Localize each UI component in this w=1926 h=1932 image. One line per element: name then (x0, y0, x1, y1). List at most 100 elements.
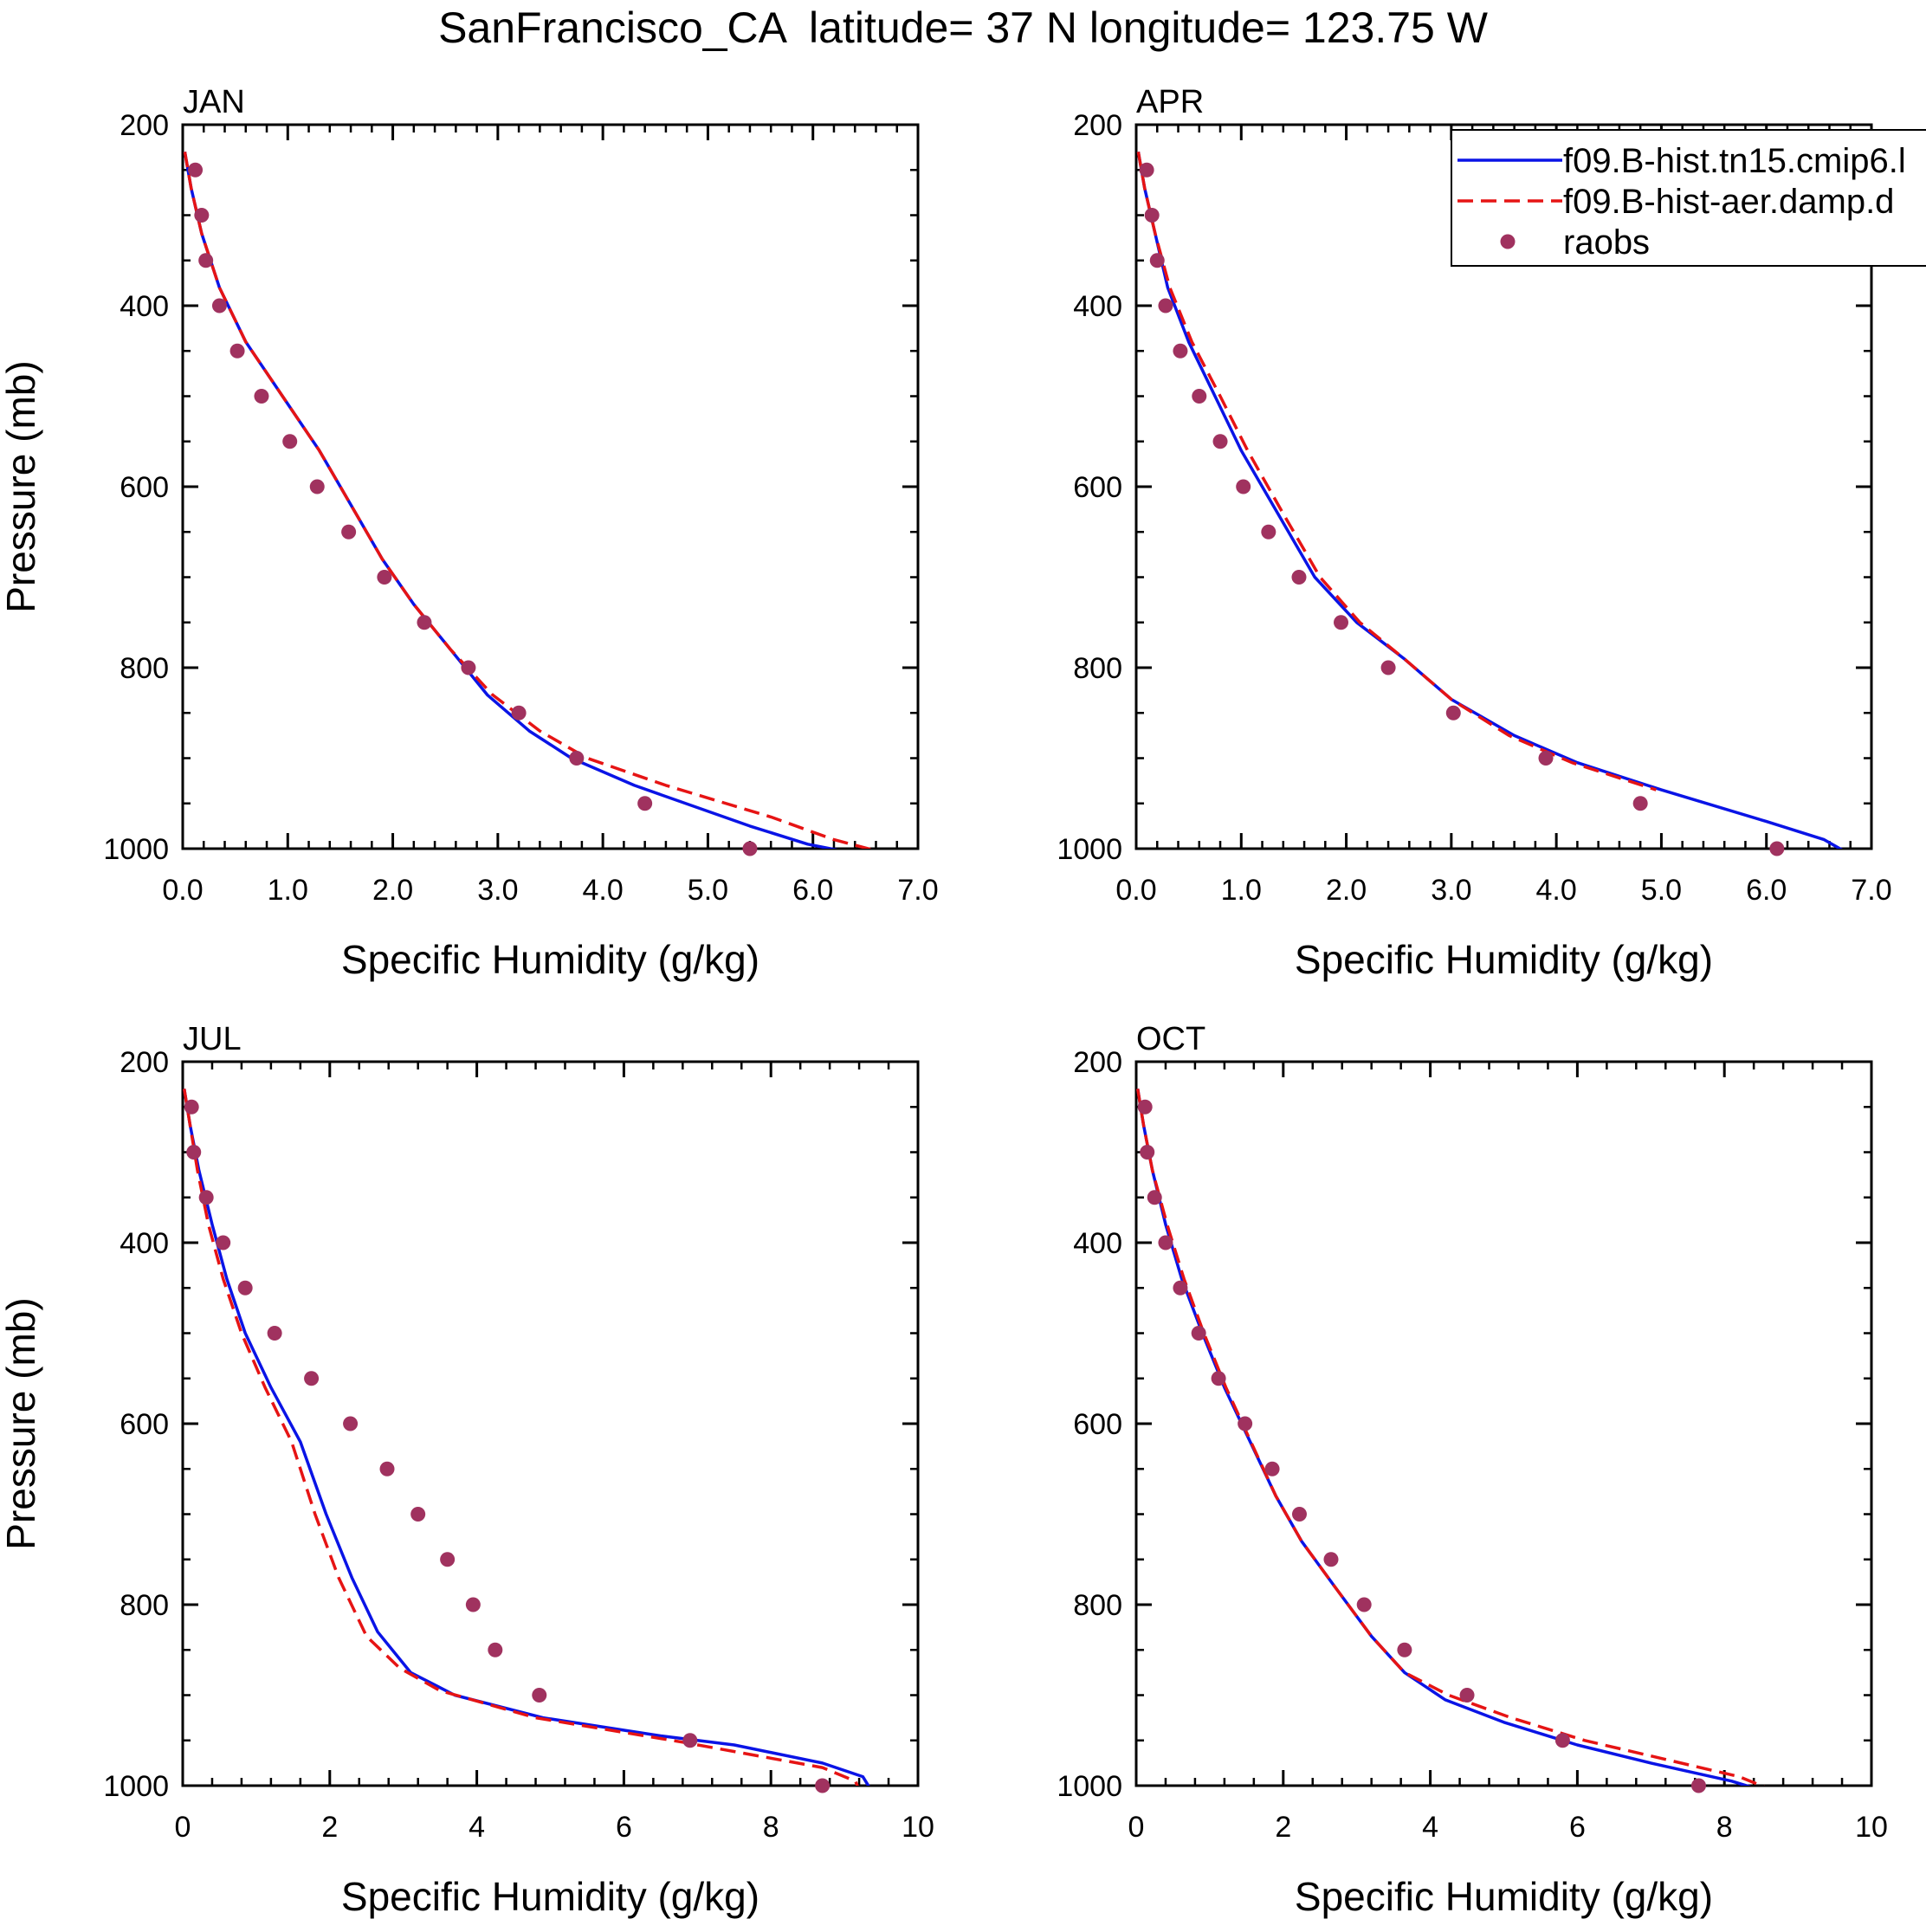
raobs-point (184, 1100, 199, 1115)
x-axis-label: Specific Humidity (g/kg) (341, 1874, 759, 1919)
panel-title: APR (1136, 84, 1204, 120)
x-tick-label: 0.0 (1115, 874, 1156, 907)
raobs-point (1292, 1507, 1307, 1522)
x-tick-label: 6 (1569, 1811, 1586, 1844)
legend-label: f09.B-hist.tn15.cmip6.l (1563, 142, 1906, 180)
raobs-point (1192, 389, 1206, 404)
y-tick-label: 600 (120, 471, 169, 504)
raobs-point (230, 344, 245, 359)
x-tick-label: 3.0 (477, 874, 518, 907)
profile-plots: JAN0.0 1.0 2.0 3.0 4.0 5.0 6.0 7.02004006008001… (0, 0, 1926, 1932)
y-tick-label: 800 (1073, 1589, 1122, 1622)
raobs-point (461, 661, 475, 675)
y-tick-label: 200 (120, 1046, 169, 1079)
raobs-point (380, 1462, 395, 1476)
raobs-point (1323, 1552, 1338, 1567)
y-tick-label: 400 (1073, 290, 1122, 323)
raobs-point (1158, 299, 1173, 313)
panel-oct: OCT 0 2 4 6 8 10 200 400 600 800 1000 Specific Humid… (1057, 1021, 1888, 1919)
y-tick-label: 400 (120, 1227, 169, 1260)
raobs-point (1381, 661, 1396, 675)
raobs-point (1539, 751, 1554, 766)
x-tick-label: 5.0 (1641, 874, 1682, 907)
raobs-point (1212, 1371, 1226, 1386)
y-tick-label: 600 (1073, 471, 1122, 504)
x-tick-label: 10 (1855, 1811, 1888, 1844)
raobs-point (410, 1507, 425, 1522)
x-tick-label: 8 (763, 1811, 779, 1844)
y-tick-label: 200 (120, 109, 169, 142)
raobs-point (569, 751, 584, 766)
raobs-point (1138, 1100, 1153, 1115)
panel-title: JAN (183, 84, 245, 120)
x-tick-label: 2.0 (1326, 874, 1367, 907)
raobs-point (186, 1145, 201, 1160)
legend-label: f09.B-hist-aer.damp.d (1563, 183, 1894, 221)
x-tick-label: 1.0 (1221, 874, 1262, 907)
y-tick-label: 400 (120, 290, 169, 323)
raobs-point (682, 1733, 697, 1748)
y-tick-label: 200 (1073, 109, 1122, 142)
x-tick-label: 4 (1422, 1811, 1438, 1844)
raobs-point (188, 163, 203, 178)
x-tick-label: 6.0 (1746, 874, 1787, 907)
x-tick-label: 4 (469, 1811, 485, 1844)
raobs-point (1236, 480, 1251, 494)
x-tick-label: 4.0 (1536, 874, 1577, 907)
panel-title: JUL (183, 1021, 242, 1057)
raobs-point (343, 1417, 358, 1431)
legend-label: raobs (1563, 223, 1650, 262)
raobs-point (637, 796, 652, 811)
raobs-point (1769, 842, 1784, 856)
series-line-hist (1138, 1089, 1776, 1794)
raobs-point (1555, 1733, 1570, 1748)
axis-frame (183, 125, 918, 849)
x-tick-label: 6.0 (792, 874, 833, 907)
x-tick-label: 2 (1275, 1811, 1291, 1844)
x-axis-label: Specific Humidity (g/kg) (1295, 1874, 1713, 1919)
x-axis-label: Specific Humidity (g/kg) (1295, 937, 1713, 982)
raobs-point (282, 434, 297, 449)
series-line-hist-aer (1138, 1089, 1783, 1794)
raobs-point (310, 480, 325, 494)
raobs-point (1460, 1688, 1475, 1703)
x-tick-label: 6 (616, 1811, 632, 1844)
series-line-hist (184, 152, 876, 857)
series-line-hist-aer (184, 1089, 863, 1799)
y-tick-label: 600 (1073, 1408, 1122, 1441)
raobs-point (1140, 1145, 1154, 1160)
series-line-hist-aer (184, 152, 902, 857)
raobs-point (1140, 163, 1154, 178)
raobs-point (194, 208, 209, 223)
y-axis-label: Pressure (mb) (0, 1297, 43, 1549)
raobs-point (1213, 434, 1228, 449)
raobs-point (377, 570, 391, 585)
x-tick-label: 0 (1128, 1811, 1145, 1844)
axis-frame (183, 1062, 918, 1786)
y-tick-label: 1000 (103, 833, 169, 866)
y-tick-label: 800 (1073, 652, 1122, 685)
raobs-point (1145, 208, 1160, 223)
x-tick-label: 3.0 (1431, 874, 1471, 907)
raobs-point (1291, 570, 1306, 585)
raobs-point (1192, 1326, 1206, 1341)
raobs-point (1238, 1417, 1252, 1431)
raobs-point (532, 1688, 546, 1703)
y-axis-label: Pressure (mb) (0, 360, 43, 612)
raobs-point (198, 253, 213, 268)
x-tick-label: 8 (1716, 1811, 1733, 1844)
raobs-point (1397, 1643, 1412, 1657)
x-tick-label: 2 (321, 1811, 338, 1844)
y-tick-label: 1000 (1057, 1770, 1122, 1803)
raobs-point (212, 299, 227, 313)
x-tick-label: 1.0 (268, 874, 308, 907)
raobs-point (815, 1779, 830, 1793)
y-tick-label: 400 (1073, 1227, 1122, 1260)
y-tick-label: 800 (120, 1589, 169, 1622)
raobs-point (417, 615, 431, 630)
raobs-point (466, 1598, 481, 1612)
raobs-point (199, 1190, 214, 1205)
series-line-hist (184, 1089, 874, 1794)
panel-jan: JAN0.0 1.0 2.0 3.0 4.0 5.0 6.0 7.02004006008001… (0, 84, 939, 982)
raobs-point (238, 1281, 253, 1296)
